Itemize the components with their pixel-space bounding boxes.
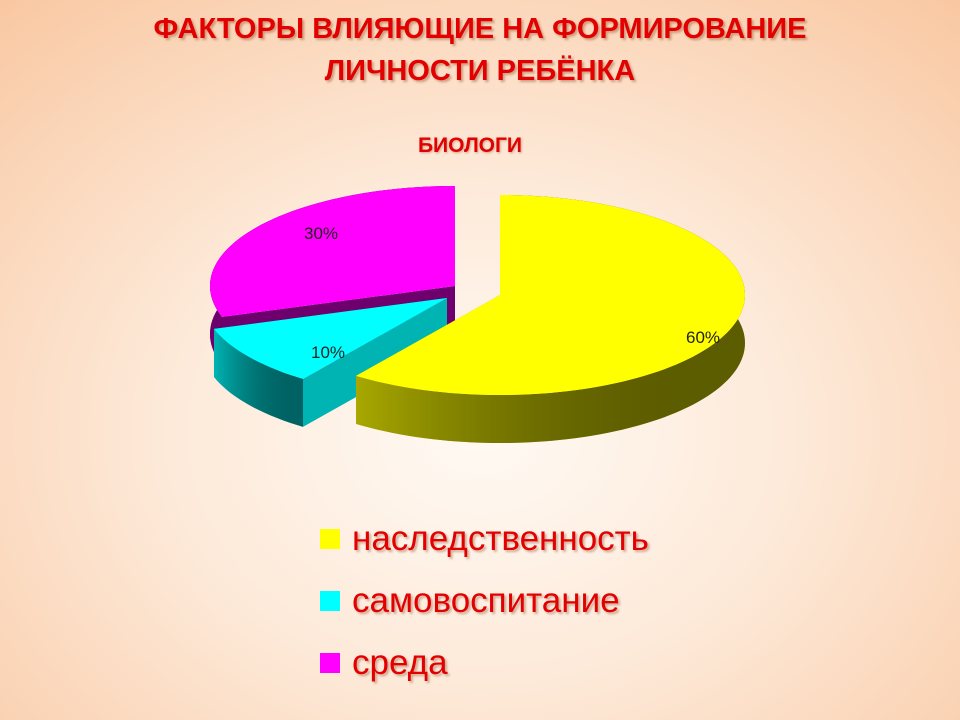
data-label-2: 30% bbox=[304, 224, 338, 243]
legend-item-heredity: наследственность bbox=[320, 508, 649, 570]
pie-slice-1 bbox=[213, 298, 447, 379]
legend-label: самовоспитание bbox=[352, 581, 620, 620]
legend-item-self-education: самовоспитание bbox=[320, 570, 649, 632]
legend-swatch bbox=[320, 591, 340, 611]
pie-slice-2 bbox=[210, 186, 455, 317]
legend-label: среда bbox=[352, 643, 448, 682]
legend-swatch bbox=[320, 653, 340, 673]
chart-title-line-2: ЛИЧНОСТИ РЕБЁНКА bbox=[324, 55, 636, 87]
chart-subtitle: БИОЛОГИ bbox=[417, 134, 523, 157]
chart-title: ФАКТОРЫ ВЛИЯЮЩИЕ НА ФОРМИРОВАНИЕ ЛИЧНОСТ… bbox=[0, 8, 960, 92]
data-label-0: 60% bbox=[686, 328, 720, 347]
legend-label: наследственность bbox=[352, 519, 649, 558]
pie-slice-0 bbox=[355, 195, 745, 395]
data-label-1: 10% bbox=[311, 343, 345, 362]
legend-swatch bbox=[320, 529, 340, 549]
legend: наследственность самовоспитание среда bbox=[320, 508, 649, 694]
slice-wall-shade bbox=[213, 328, 303, 427]
chart-title-line-1: ФАКТОРЫ ВЛИЯЮЩИЕ НА ФОРМИРОВАНИЕ bbox=[153, 13, 807, 45]
legend-item-environment: среда bbox=[320, 632, 649, 694]
